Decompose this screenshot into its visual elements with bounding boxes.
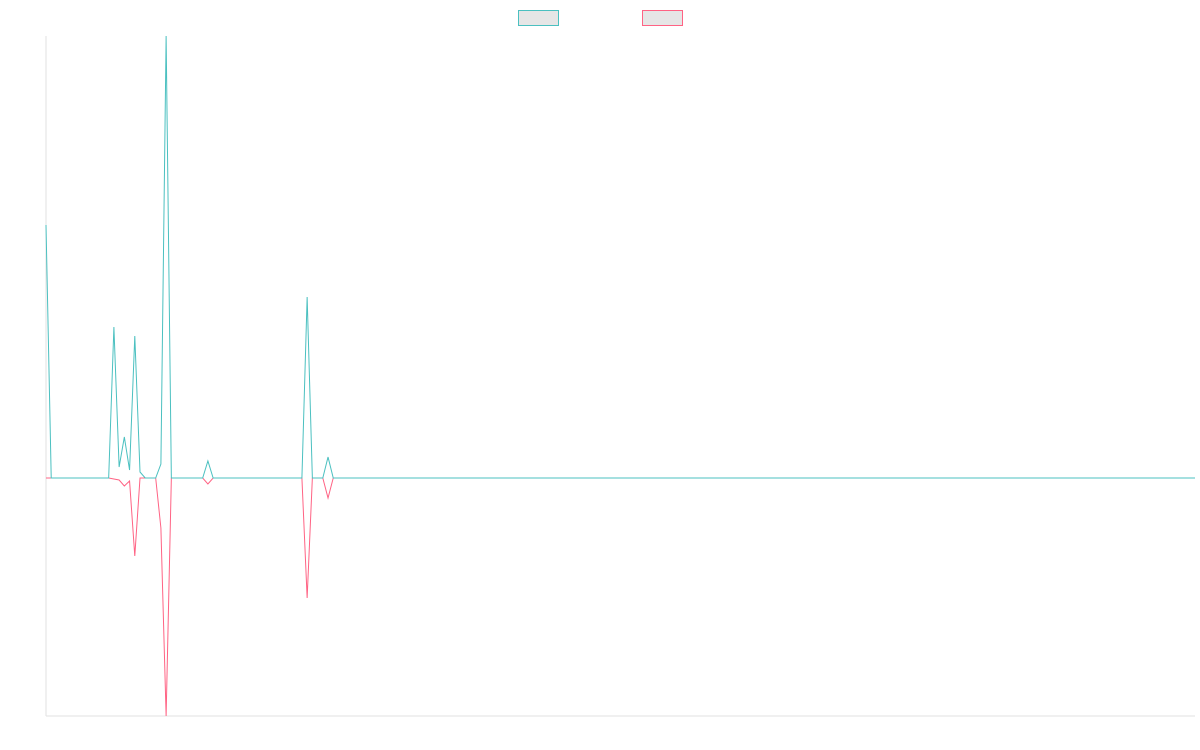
series-line	[45, 35, 1195, 479]
series-line	[46, 477, 1195, 717]
legend-swatch	[518, 10, 559, 26]
legend-swatch	[642, 10, 683, 26]
